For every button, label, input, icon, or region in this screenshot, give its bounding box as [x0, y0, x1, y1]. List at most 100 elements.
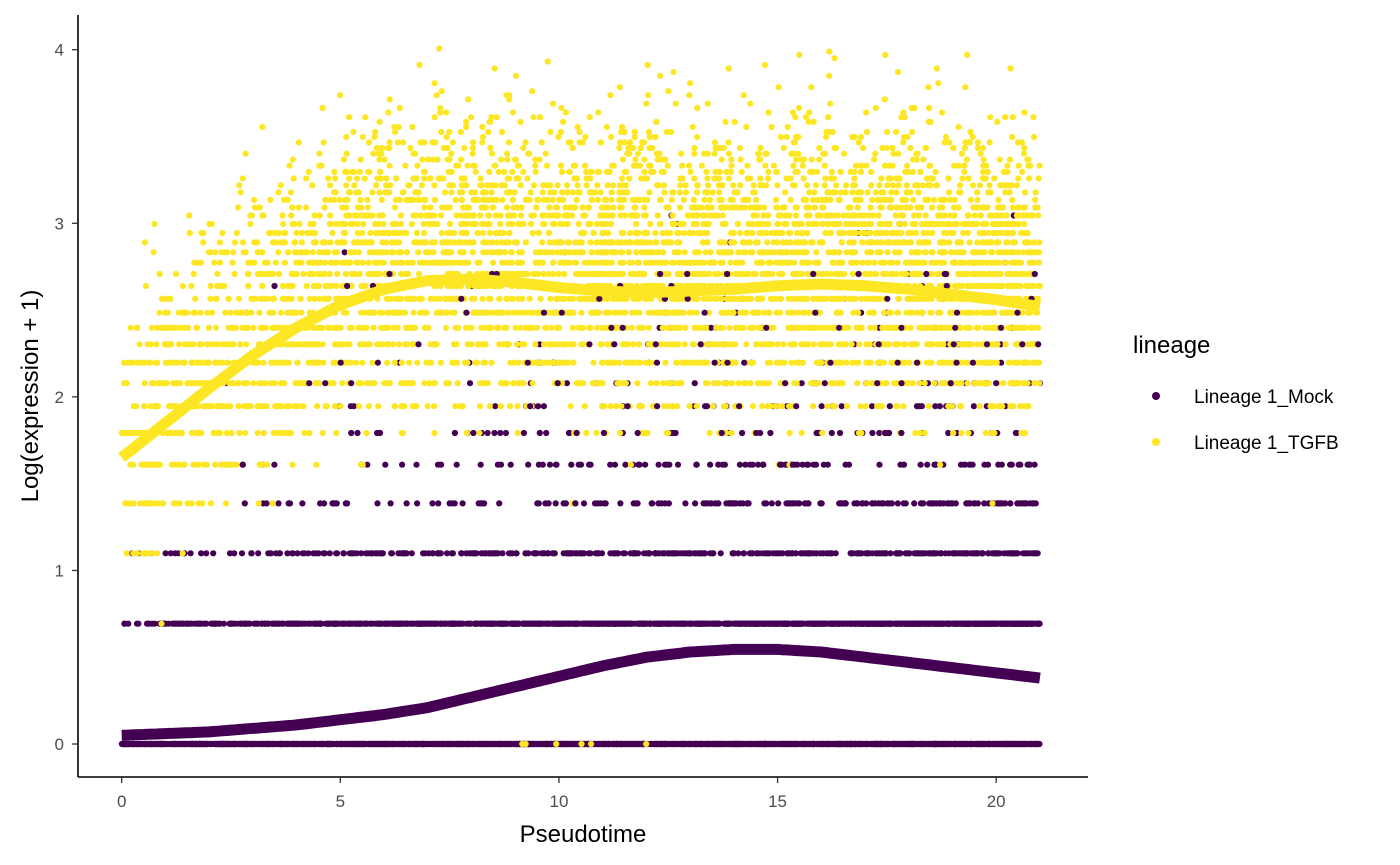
data-point: [525, 461, 532, 468]
data-point: [1019, 500, 1026, 507]
data-point: [550, 550, 558, 557]
data-point: [753, 620, 760, 627]
data-point: [617, 500, 624, 507]
data-point: [1032, 740, 1039, 748]
data-point: [818, 500, 825, 507]
data-point: [1029, 620, 1036, 627]
data-point: [513, 550, 520, 557]
data-point: [374, 620, 381, 627]
data-point: [560, 620, 567, 627]
data-point: [595, 620, 602, 627]
data-point: [1005, 550, 1012, 557]
data-point: [913, 620, 921, 627]
data-point: [655, 461, 662, 468]
data-point: [231, 550, 238, 557]
data-point: [792, 550, 799, 557]
data-point: [966, 620, 974, 627]
data-point: [340, 550, 347, 557]
data-point: [730, 740, 737, 748]
data-point: [973, 740, 981, 748]
data-point: [775, 500, 782, 507]
data-point: [203, 550, 210, 557]
data-point: [765, 550, 773, 557]
data-point: [1032, 500, 1039, 507]
data-point: [946, 620, 953, 627]
data-point: [497, 429, 504, 437]
data-point: [505, 550, 513, 557]
data-point: [477, 461, 484, 468]
data-point: [930, 620, 937, 627]
data-point: [952, 500, 959, 507]
data-point: [973, 620, 980, 627]
data-point: [613, 740, 620, 748]
data-point: [936, 403, 943, 410]
data-point: [625, 740, 632, 748]
data-point: [821, 380, 828, 387]
data-point: [691, 144, 698, 152]
data-point: [285, 500, 292, 507]
data-point: [324, 740, 331, 748]
data-point: [451, 429, 458, 437]
data-point: [707, 550, 714, 557]
data-point: [435, 500, 442, 507]
data-point: [931, 550, 938, 557]
data-point: [420, 550, 427, 557]
data-point: [748, 740, 755, 748]
data-point: [305, 550, 312, 557]
data-point: [147, 740, 154, 748]
data-point: [382, 461, 389, 468]
data-point: [739, 500, 747, 507]
data-point: [238, 550, 246, 557]
data-point: [269, 740, 276, 748]
data-point: [545, 550, 552, 557]
data-point: [229, 620, 236, 627]
data-point: [924, 461, 931, 468]
data-point: [348, 429, 355, 437]
data-point: [990, 740, 997, 748]
data-point: [680, 196, 687, 203]
data-point: [847, 740, 854, 748]
data-point: [911, 500, 918, 507]
data-point: [429, 500, 436, 507]
data-point: [992, 620, 999, 627]
data-point: [1008, 740, 1015, 748]
data-point: [192, 740, 200, 748]
data-point: [299, 500, 306, 507]
data-point: [792, 740, 799, 748]
data-point: [838, 403, 845, 410]
data-point: [466, 620, 473, 627]
data-point: [888, 740, 895, 748]
data-point: [400, 550, 407, 557]
data-point: [430, 740, 437, 748]
data-point: [388, 550, 395, 557]
data-point: [707, 461, 714, 468]
data-point: [135, 620, 142, 627]
data-point: [682, 500, 689, 507]
data-point: [685, 740, 692, 748]
data-point: [495, 740, 502, 748]
data-point: [1032, 550, 1040, 557]
data-point: [403, 500, 410, 507]
data-point: [825, 740, 832, 748]
data-point: [860, 740, 867, 748]
data-point: [306, 740, 313, 748]
data-point: [342, 620, 349, 627]
data-point: [655, 550, 662, 557]
data-point: [351, 550, 358, 557]
data-point: [1017, 740, 1024, 748]
data-point: [560, 550, 567, 557]
data-point: [893, 550, 900, 557]
data-point: [731, 620, 738, 627]
data-point: [767, 429, 774, 437]
data-point: [706, 620, 713, 627]
data-point: [488, 550, 496, 557]
data-point: [604, 620, 611, 627]
scatter-points: [118, 45, 1043, 748]
data-point: [742, 620, 749, 627]
data-point: [842, 461, 849, 468]
data-point: [887, 550, 894, 557]
data-point: [808, 620, 816, 627]
data-point: [921, 620, 928, 627]
data-point: [331, 620, 338, 627]
data-point: [642, 461, 649, 468]
